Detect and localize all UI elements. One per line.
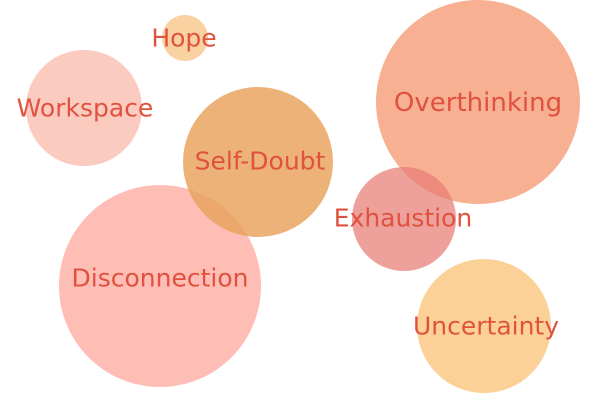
bubble-self-doubt-circle [183,87,333,237]
bubble-exhaustion-circle [352,167,456,271]
bubble-overthinking: Overthinking [376,0,580,204]
bubble-workspace-circle [26,50,142,166]
bubble-overthinking-circle [376,0,580,204]
bubble-disconnection: Disconnection [59,185,261,387]
bubble-hope-label: Hope [151,24,216,53]
bubble-hope-circle [162,15,208,61]
bubble-disconnection-circle [59,185,261,387]
bubble-disconnection-label: Disconnection [72,264,249,293]
bubble-overthinking-label: Overthinking [394,88,562,118]
bubble-uncertainty-label: Uncertainty [413,312,559,341]
bubble-self-doubt-label: Self-Doubt [195,147,326,176]
bubble-workspace: Workspace [17,50,154,166]
bubble-hope: Hope [151,15,217,61]
bubble-uncertainty-circle [417,259,551,393]
bubble-uncertainty: Uncertainty [413,259,559,393]
bubble-exhaustion-label: Exhaustion [334,204,473,233]
bubble-exhaustion: Exhaustion [334,167,473,271]
bubble-self-doubt: Self-Doubt [183,87,333,237]
bubble-workspace-label: Workspace [17,94,154,123]
